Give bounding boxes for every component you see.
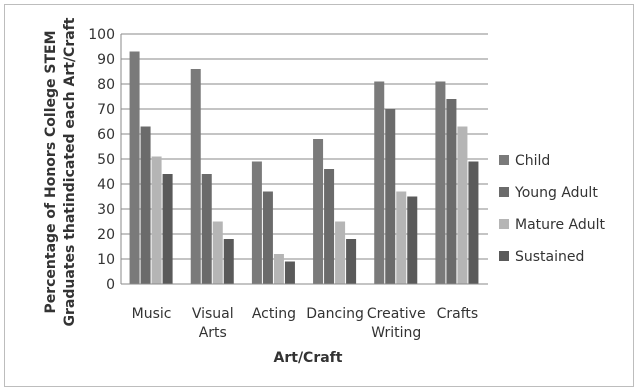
bar: [190, 69, 201, 284]
bar: [396, 191, 407, 284]
legend: Child Young Adult Mature Adult Sustained: [499, 153, 606, 265]
bar: [457, 126, 468, 284]
bar: [140, 126, 151, 284]
bar: [374, 81, 385, 284]
bar: [262, 191, 273, 284]
bar: [129, 51, 140, 284]
y-axis-title-line: Percentage of Honors College STEM: [43, 30, 59, 313]
y-tick-label: 0: [106, 277, 115, 293]
bar: [324, 169, 335, 284]
y-tick-label: 40: [97, 177, 115, 193]
bar: [223, 239, 234, 284]
bar: [212, 221, 223, 284]
legend-label: Sustained: [515, 249, 584, 265]
y-tick-label: 100: [88, 27, 115, 43]
y-tick-label: 10: [97, 252, 115, 268]
bar: [407, 196, 418, 284]
bar: [468, 161, 479, 284]
bar: [273, 254, 284, 284]
bar: [151, 156, 162, 284]
bar: [251, 161, 262, 284]
bar: [446, 99, 457, 284]
y-tick-label: 50: [97, 152, 115, 168]
bar: [162, 174, 173, 284]
y-tick-label: 70: [97, 102, 115, 118]
bar: [435, 81, 446, 284]
x-tick-label: Music: [132, 306, 172, 322]
legend-swatch: [499, 187, 509, 197]
y-axis-title-line: Graduates thatindicated each Art/Craft: [62, 17, 78, 326]
x-tick-label: Dancing: [306, 306, 364, 322]
y-axis-title: Percentage of Honors College STEM Graduat…: [43, 17, 78, 326]
gridlines: [121, 33, 488, 285]
bar: [346, 239, 357, 284]
y-tick-label: 60: [97, 127, 115, 143]
legend-label: Mature Adult: [515, 217, 606, 233]
y-tick-label: 30: [97, 202, 115, 218]
y-tick-labels: 0 10 20 30 40 50 60 70 80 90 100: [88, 27, 115, 293]
x-axis-title: Art/Craft: [274, 350, 343, 366]
x-tick-labels: Music Visual Arts Acting Dancing Creative Writ…: [132, 306, 479, 341]
legend-label: Child: [515, 153, 550, 169]
x-tick-label: Acting: [252, 306, 296, 322]
legend-swatch: [499, 219, 509, 229]
x-tick-label: Crafts: [437, 306, 479, 322]
x-tick-label: Creative: [367, 306, 426, 322]
x-tick-label: Writing: [371, 325, 421, 341]
y-tick-label: 90: [97, 52, 115, 68]
legend-swatch: [499, 155, 509, 165]
bar: [284, 261, 295, 284]
bar: [385, 109, 396, 284]
axes: [120, 34, 488, 285]
legend-swatch: [499, 251, 509, 261]
y-tick-label: 20: [97, 227, 115, 243]
bars: [129, 51, 479, 284]
y-tick-label: 80: [97, 77, 115, 93]
x-tick-label: Visual: [192, 306, 234, 322]
legend-label: Young Adult: [514, 185, 598, 201]
bar: [201, 174, 212, 284]
bar: [313, 139, 324, 284]
x-tick-label: Arts: [199, 325, 227, 341]
bar: [335, 221, 346, 284]
